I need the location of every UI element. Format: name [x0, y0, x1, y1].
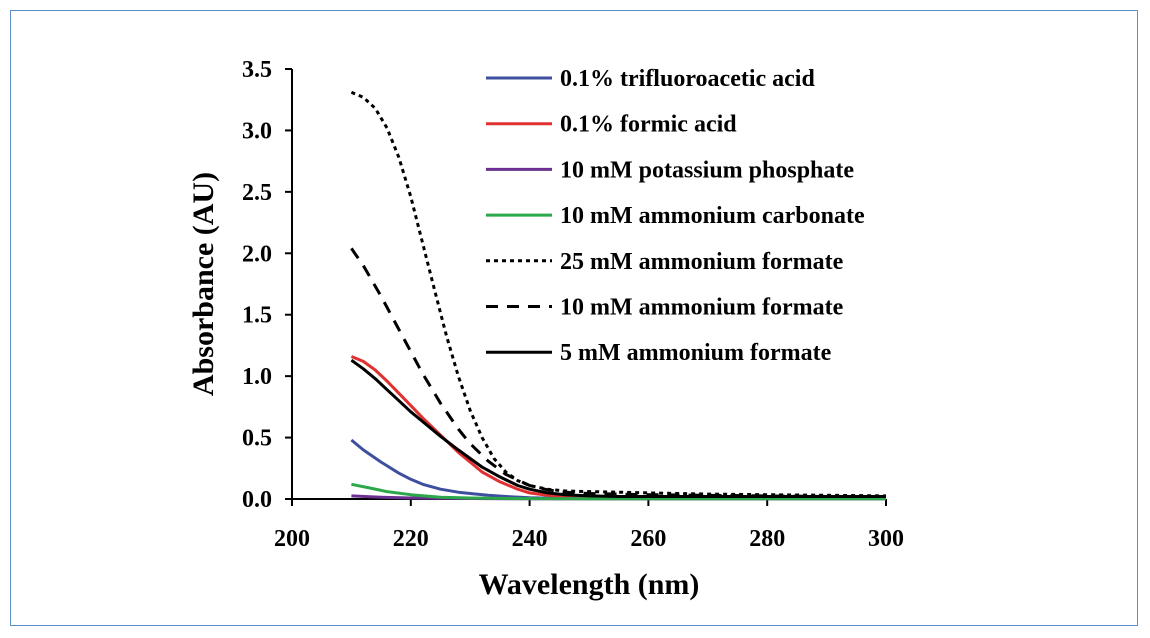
legend-label-4: 10 mM ammonium carbonate — [560, 203, 865, 229]
y-tick-label: 2.0 — [242, 241, 272, 267]
y-tick-label: 0.5 — [242, 426, 272, 452]
x-tick-label: 300 — [868, 526, 904, 552]
x-tick-label: 200 — [274, 526, 310, 552]
x-axis-title: Wavelength (nm) — [479, 568, 700, 601]
x-tick-label: 220 — [393, 526, 429, 552]
series-line-4 — [351, 482, 886, 501]
x-tick-label: 260 — [630, 526, 666, 552]
y-tick-label: 0.0 — [242, 487, 272, 513]
y-tick-label: 2.5 — [242, 180, 272, 206]
x-tick-label: 240 — [512, 526, 548, 552]
x-tick-label: 280 — [749, 526, 785, 552]
y-tick-label: 3.0 — [242, 118, 272, 144]
series-line-5 — [350, 90, 887, 498]
legend-label-7: 5 mM ammonium formate — [560, 340, 832, 366]
legend-label-3: 10 mM potassium phosphate — [560, 157, 854, 183]
legend: 0.1% trifluoroacetic acid 0.1% formic aci… — [486, 66, 865, 366]
legend-label-5: 25 mM ammonium formate — [560, 249, 844, 275]
y-axis-title: Absorbance (AU) — [187, 172, 220, 396]
legend-label-2: 0.1% formic acid — [560, 112, 737, 138]
y-tick-label: 1.0 — [242, 364, 272, 390]
ticks: 0.0 0.5 1.0 1.5 2.0 2.5 3.0 3.5 200 220 240 260 280 3… — [242, 57, 904, 552]
series-line-1 — [350, 438, 886, 500]
y-tick-label: 3.5 — [242, 57, 272, 83]
legend-label-1: 0.1% trifluoroacetic acid — [560, 66, 815, 92]
series-layer — [350, 90, 887, 501]
series-line-6 — [350, 247, 886, 498]
series-line-7 — [350, 358, 886, 498]
figure-frame — [10, 10, 1138, 626]
y-tick-label: 1.5 — [242, 303, 272, 329]
legend-label-6: 10 mM ammonium formate — [560, 295, 844, 321]
